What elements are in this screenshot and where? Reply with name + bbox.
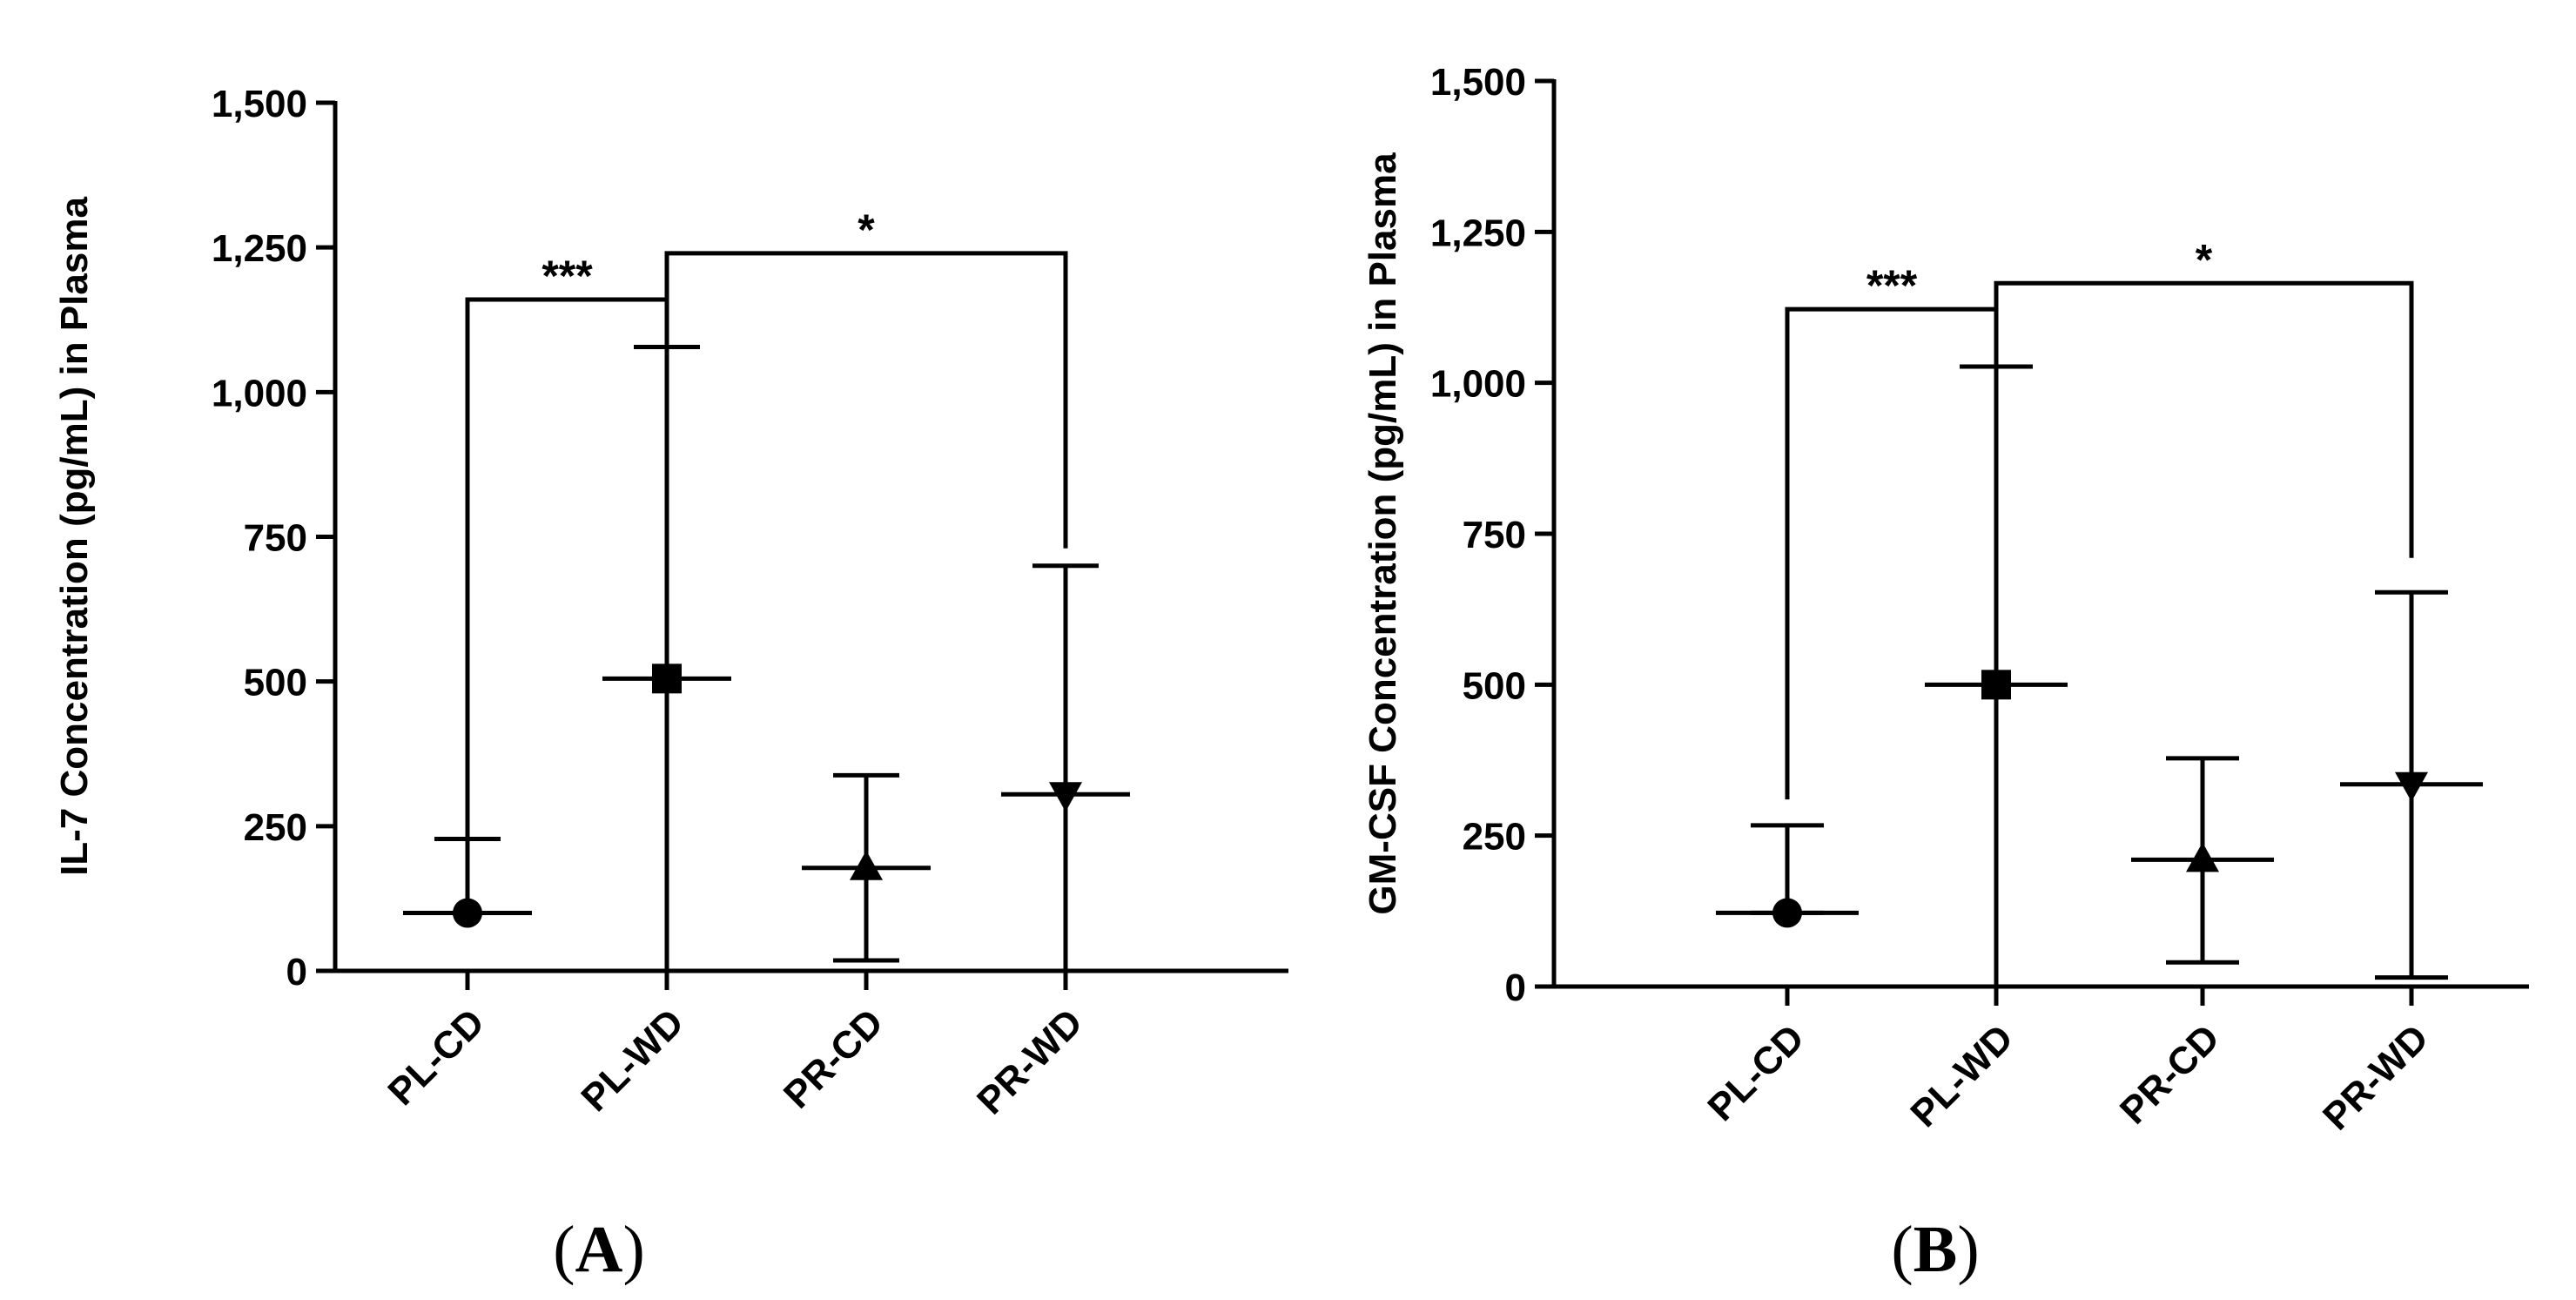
significance-label: *** xyxy=(1866,261,1918,310)
y-tick-label: 500 xyxy=(1463,664,1526,707)
marker-pr-cd xyxy=(2186,842,2219,872)
y-tick-label: 1,500 xyxy=(212,83,307,125)
y-tick-label: 500 xyxy=(244,662,307,704)
x-tick-label: PL-WD xyxy=(573,1000,692,1120)
y-tick-label: 750 xyxy=(244,517,307,560)
y-axis-title: IL-7 Concentration (pg/mL) in Plasma xyxy=(53,197,96,876)
y-tick-label: 1,250 xyxy=(212,227,307,270)
significance-bracket xyxy=(1785,306,1999,800)
y-tick-label: 1,250 xyxy=(1430,212,1526,254)
x-tick-label: PL-CD xyxy=(380,1000,493,1114)
panel-label: (B) xyxy=(1891,1213,1979,1286)
significance-bracket xyxy=(664,251,1068,549)
y-tick-label: 250 xyxy=(244,806,307,849)
panel-label: (A) xyxy=(553,1213,645,1286)
marker-pl-wd xyxy=(1981,670,2011,700)
marker-pr-wd xyxy=(1049,782,1082,812)
y-tick-label: 1,000 xyxy=(212,372,307,414)
y-tick-label: 250 xyxy=(1463,816,1526,859)
y-axis-title: GM-CSF Concentration (pg/mL) in Plasma xyxy=(1362,152,1404,915)
marker-pl-cd xyxy=(453,898,482,928)
y-tick-label: 0 xyxy=(1505,967,1526,1009)
panel-a: 0 250 500 750 1,000 1,250 1,500 PL-CD PL-WD PR-CD… xyxy=(53,83,1288,1286)
significance-label: * xyxy=(2196,235,2213,284)
x-tick-label: PL-CD xyxy=(1699,1016,1813,1129)
significance-label: *** xyxy=(541,252,593,300)
x-tick-label: PR-WD xyxy=(2315,1016,2437,1138)
marker-pr-cd xyxy=(850,850,883,880)
marker-pl-wd xyxy=(652,663,682,694)
y-tick-label: 750 xyxy=(1463,514,1526,556)
marker-pl-cd xyxy=(1772,898,1802,928)
y-tick-label: 0 xyxy=(286,951,307,994)
significance-label: * xyxy=(858,205,875,254)
x-tick-label: PR-CD xyxy=(2112,1016,2228,1132)
panel-b: 0 250 500 750 1,000 1,250 1,500 PL-CD PL-WD PR-CD… xyxy=(1362,61,2529,1286)
y-tick-label: 1,500 xyxy=(1430,61,1526,104)
x-tick-label: PR-WD xyxy=(969,1000,1091,1122)
marker-pr-wd xyxy=(2395,771,2428,802)
significance-bracket xyxy=(465,297,669,839)
significance-bracket xyxy=(1994,280,2414,558)
x-tick-label: PR-CD xyxy=(776,1000,891,1116)
y-tick-label: 1,000 xyxy=(1430,363,1526,406)
x-tick-label: PL-WD xyxy=(1902,1016,2021,1135)
